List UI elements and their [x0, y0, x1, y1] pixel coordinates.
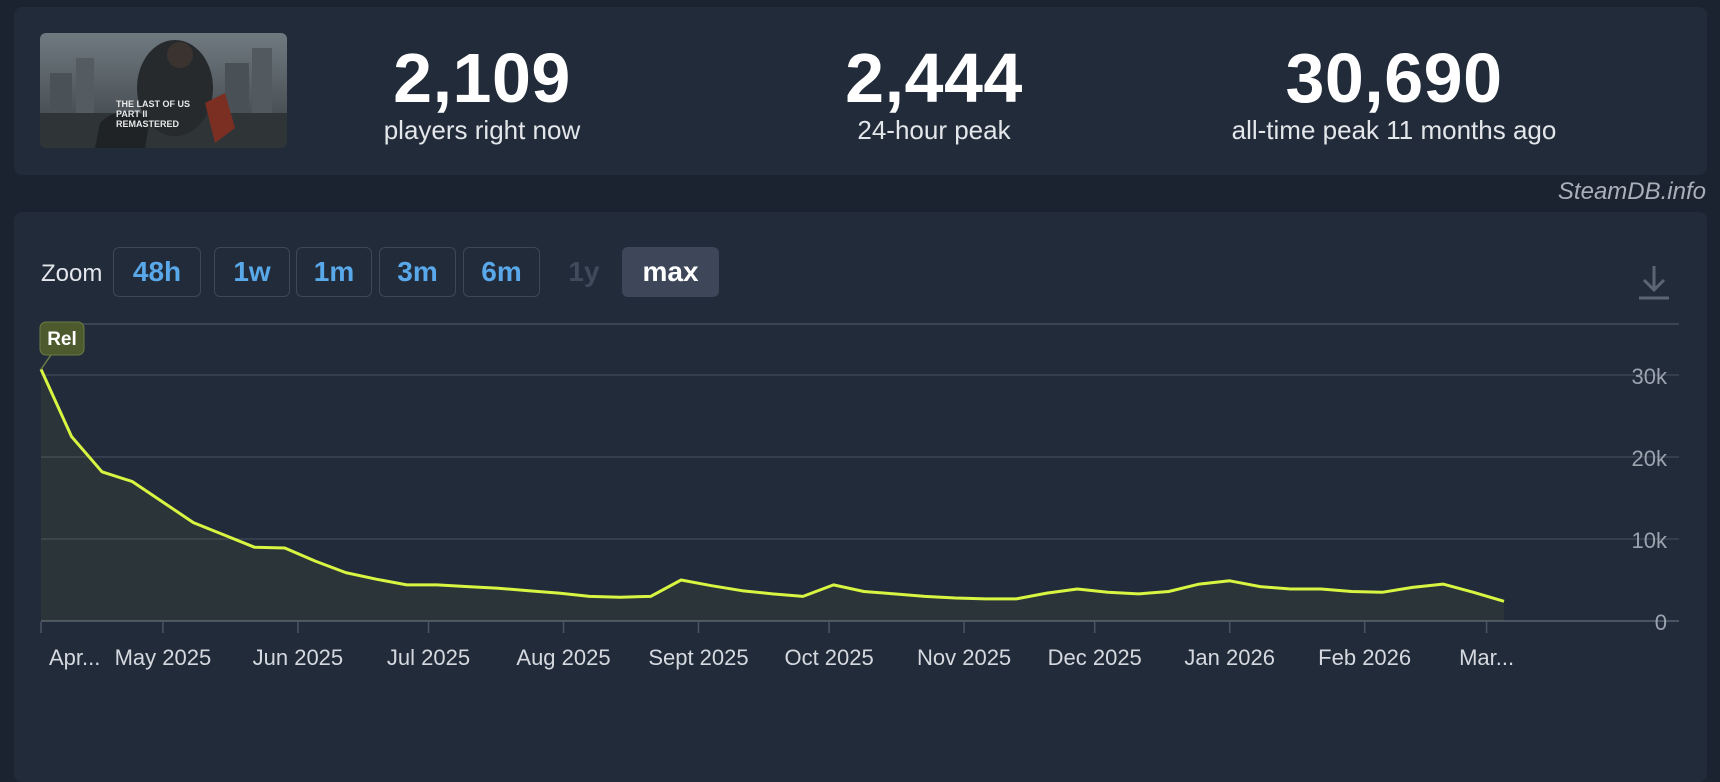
zoom-3m-button[interactable]: 3m [379, 247, 456, 297]
x-tick-label: Oct 2025 [784, 645, 873, 670]
game-thumbnail[interactable]: THE LAST OF US PART II REMASTERED [40, 33, 287, 148]
zoom-1w-button[interactable]: 1w [214, 247, 290, 297]
stats-card: THE LAST OF US PART II REMASTERED 2,109 … [14, 7, 1707, 175]
y-tick-label: 10k [1632, 528, 1668, 553]
zoom-1y-button[interactable]: 1y [568, 256, 600, 287]
game-title-art: THE LAST OF US PART II REMASTERED [116, 99, 190, 129]
x-axis: Apr... May 2025 Jun 2025 Jul 2025 Aug 2025 Se… [40, 622, 1514, 670]
download-icon[interactable] [1636, 262, 1672, 302]
y-tick-label: 30k [1632, 364, 1668, 389]
flag-label: Rel [47, 329, 77, 350]
x-tick-label: Dec 2025 [1048, 645, 1142, 670]
y-tick-label: 0 [1655, 610, 1667, 635]
x-tick-label: Mar... [1459, 645, 1514, 670]
y-tick-label: 20k [1632, 446, 1668, 471]
stat-label: all-time peak 11 months ago [1231, 115, 1557, 145]
flag-box[interactable] [39, 321, 85, 356]
stat-label: players right now [383, 115, 581, 145]
zoom-max-button[interactable]: max [622, 247, 719, 297]
chart-card: Zoom 48h 1w 1m 3m 6m 1y max 0 10k 20k 30k A… [14, 212, 1707, 782]
player-count-chart[interactable]: 0 10k 20k 30k Apr... May 2025 Jun 2025 Jul 202… [14, 212, 1707, 772]
x-tick-label: Jan 2026 [1184, 645, 1275, 670]
watermark[interactable]: SteamDB.info [1557, 178, 1706, 205]
stat-players-now: 2,109 players right now [272, 37, 692, 145]
grid-lines [41, 374, 1679, 622]
stat-value: 2,109 [393, 39, 571, 117]
zoom-label: Zoom [41, 260, 103, 287]
zoom-1m-button[interactable]: 1m [296, 247, 372, 297]
x-tick-label: Feb 2026 [1318, 645, 1411, 670]
game-cover-art [40, 33, 287, 148]
x-tick-label: Nov 2025 [917, 645, 1011, 670]
stat-label: 24-hour peak [857, 115, 1011, 145]
x-tick-label: Aug 2025 [516, 645, 610, 670]
stat-24h-peak: 2,444 24-hour peak [724, 37, 1144, 145]
stat-value: 30,690 [1285, 39, 1503, 117]
series-line[interactable] [39, 368, 1505, 603]
zoom-6m-button[interactable]: 6m [463, 247, 540, 297]
x-tick-label: Apr... [49, 645, 100, 670]
series-layer [39, 368, 1505, 603]
area-fill [41, 369, 1504, 621]
x-tick-label: Jun 2025 [253, 645, 344, 670]
x-tick-label: May 2025 [115, 645, 212, 670]
zoom-48h-button[interactable]: 48h [113, 247, 201, 297]
x-tick-label: Sept 2025 [648, 645, 748, 670]
x-tick-label: Jul 2025 [387, 645, 470, 670]
y-axis: 0 10k 20k 30k [1632, 364, 1668, 635]
series-area [41, 369, 1504, 621]
stat-value: 2,444 [845, 39, 1023, 117]
release-flag[interactable]: Rel [39, 321, 85, 370]
stat-all-time-peak: 30,690 all-time peak 11 months ago [1184, 37, 1604, 145]
